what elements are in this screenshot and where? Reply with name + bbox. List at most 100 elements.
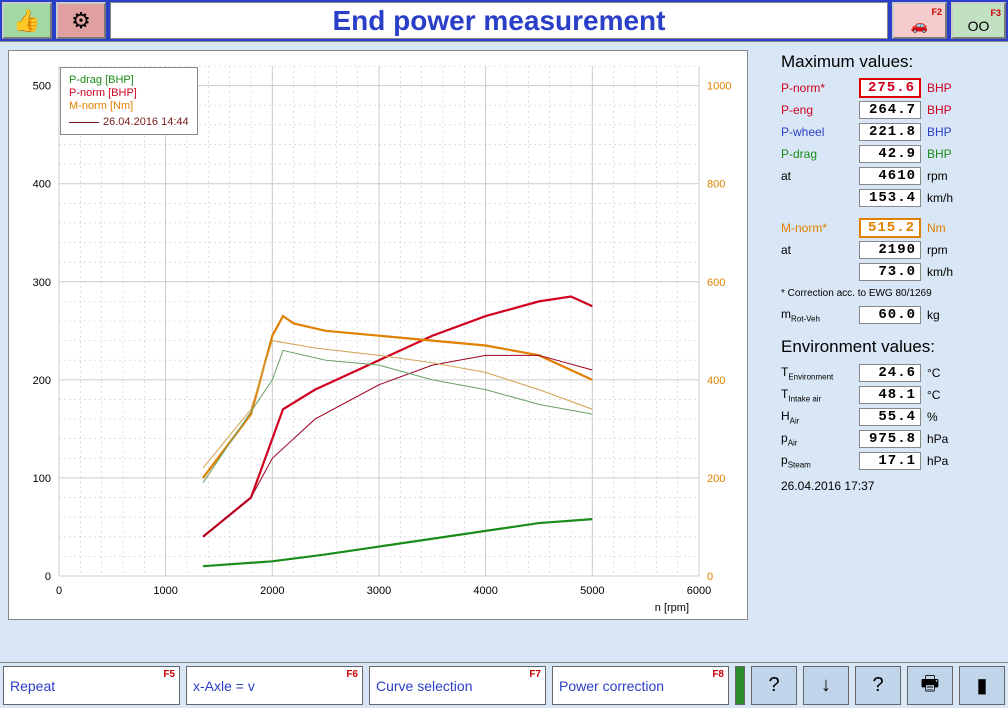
value-unit: °C xyxy=(921,388,965,402)
value-unit: hPa xyxy=(921,432,965,446)
help2-icon[interactable]: ? xyxy=(855,666,901,705)
value-unit: km/h xyxy=(921,191,965,205)
down-arrow-icon[interactable]: ↓ xyxy=(803,666,849,705)
env-row: TEnvironment24.6°C xyxy=(781,363,1000,383)
value-label: pSteam xyxy=(781,453,859,469)
value-box: 275.6 xyxy=(859,78,921,98)
value-box: 42.9 xyxy=(859,145,921,163)
max-row: P-drag42.9BHP xyxy=(781,144,1000,164)
svg-text:600: 600 xyxy=(707,277,725,289)
value-box: 221.8 xyxy=(859,123,921,141)
svg-text:6000: 6000 xyxy=(687,585,711,597)
value-box: 264.7 xyxy=(859,101,921,119)
max-row: 153.4km/h xyxy=(781,188,1000,208)
status-bar-icon xyxy=(735,666,745,705)
value-box: 17.1 xyxy=(859,452,921,470)
value-unit: BHP xyxy=(921,103,965,117)
legend-item: M-norm [Nm] xyxy=(69,100,189,112)
header: 👍⚙ End power measurement F2🚗F3OO xyxy=(0,0,1008,42)
value-unit: hPa xyxy=(921,454,965,468)
svg-text:500: 500 xyxy=(33,81,51,93)
value-box: 55.4 xyxy=(859,408,921,426)
env-row: pSteam17.1hPa xyxy=(781,451,1000,471)
value-box: 4610 xyxy=(859,167,921,185)
value-label: TEnvironment xyxy=(781,365,859,381)
value-label: at xyxy=(781,243,859,257)
value-unit: Nm xyxy=(921,221,965,235)
mrot-label: mRot-Veh xyxy=(781,307,859,323)
engine-icon[interactable]: ⚙ xyxy=(56,2,106,39)
mrot-unit: kg xyxy=(921,308,965,322)
vehicle-icon[interactable]: F2🚗 xyxy=(892,2,947,39)
chart-pane: 0100020003000400050006000010020030040050… xyxy=(0,42,773,662)
env-row: TIntake air48.1°C xyxy=(781,385,1000,405)
svg-text:n [rpm]: n [rpm] xyxy=(655,602,689,614)
value-box: 73.0 xyxy=(859,263,921,281)
value-box: 975.8 xyxy=(859,430,921,448)
svg-text:3000: 3000 xyxy=(367,585,391,597)
max-values-title: Maximum values: xyxy=(781,52,1000,72)
svg-text:1000: 1000 xyxy=(153,585,177,597)
dyno-chart: 0100020003000400050006000010020030040050… xyxy=(8,50,748,620)
max-row: 73.0km/h xyxy=(781,262,1000,282)
footer-button[interactable]: Curve selectionF7 xyxy=(369,666,546,705)
svg-text:400: 400 xyxy=(707,375,725,387)
value-unit: °C xyxy=(921,366,965,380)
thumbs-up-icon[interactable]: 👍 xyxy=(2,2,52,39)
value-box: 153.4 xyxy=(859,189,921,207)
rollers-icon[interactable]: F3OO xyxy=(951,2,1006,39)
value-box: 2190 xyxy=(859,241,921,259)
chart-legend: P-drag [BHP]P-norm [BHP]M-norm [Nm] 26.04… xyxy=(60,67,198,135)
svg-text:4000: 4000 xyxy=(473,585,497,597)
value-unit: km/h xyxy=(921,265,965,279)
side-panel: Maximum values: P-norm*275.6BHPP-eng264.… xyxy=(773,42,1008,662)
legend-timestamp: 26.04.2016 14:44 xyxy=(69,116,189,128)
value-unit: BHP xyxy=(921,147,965,161)
svg-text:800: 800 xyxy=(707,179,725,191)
svg-text:100: 100 xyxy=(33,473,51,485)
value-label: at xyxy=(781,169,859,183)
max-row: at4610rpm xyxy=(781,166,1000,186)
max-row: P-wheel221.8BHP xyxy=(781,122,1000,142)
mrot-row: mRot-Veh 60.0 kg xyxy=(781,305,1000,325)
svg-text:0: 0 xyxy=(45,571,51,583)
help-icon[interactable]: ? xyxy=(751,666,797,705)
correction-note: * Correction acc. to EWG 80/1269 xyxy=(781,288,1000,299)
value-box: 48.1 xyxy=(859,386,921,404)
svg-text:300: 300 xyxy=(33,277,51,289)
value-box: 515.2 xyxy=(859,218,921,238)
svg-text:200: 200 xyxy=(33,375,51,387)
legend-item: P-drag [BHP] xyxy=(69,74,189,86)
print-icon[interactable]: 🖶 xyxy=(907,666,953,705)
max-row: P-eng264.7BHP xyxy=(781,100,1000,120)
svg-text:0: 0 xyxy=(707,571,713,583)
footer-button[interactable]: x-Axle = vF6 xyxy=(186,666,363,705)
timestamp: 26.04.2016 17:37 xyxy=(781,479,1000,493)
max-row: M-norm*515.2Nm xyxy=(781,218,1000,238)
svg-text:400: 400 xyxy=(33,179,51,191)
svg-text:5000: 5000 xyxy=(580,585,604,597)
value-box: 24.6 xyxy=(859,364,921,382)
env-values-title: Environment values: xyxy=(781,337,1000,357)
footer-button[interactable]: RepeatF5 xyxy=(3,666,180,705)
value-label: M-norm* xyxy=(781,221,859,235)
svg-text:1000: 1000 xyxy=(707,81,731,93)
max-row: at2190rpm xyxy=(781,240,1000,260)
page-title: End power measurement xyxy=(110,2,888,39)
save-icon[interactable]: ▮ xyxy=(959,666,1005,705)
value-label: P-drag xyxy=(781,147,859,161)
value-unit: % xyxy=(921,410,965,424)
footer: RepeatF5x-Axle = vF6Curve selectionF7Pow… xyxy=(0,662,1008,708)
legend-item: P-norm [BHP] xyxy=(69,87,189,99)
value-unit: rpm xyxy=(921,169,965,183)
value-label: pAir xyxy=(781,431,859,447)
value-label: P-eng xyxy=(781,103,859,117)
footer-button[interactable]: Power correctionF8 xyxy=(552,666,729,705)
value-label: HAir xyxy=(781,409,859,425)
svg-text:200: 200 xyxy=(707,473,725,485)
main-area: 0100020003000400050006000010020030040050… xyxy=(0,42,1008,662)
env-row: HAir55.4% xyxy=(781,407,1000,427)
value-unit: rpm xyxy=(921,243,965,257)
svg-text:0: 0 xyxy=(56,585,62,597)
value-unit: BHP xyxy=(921,81,965,95)
